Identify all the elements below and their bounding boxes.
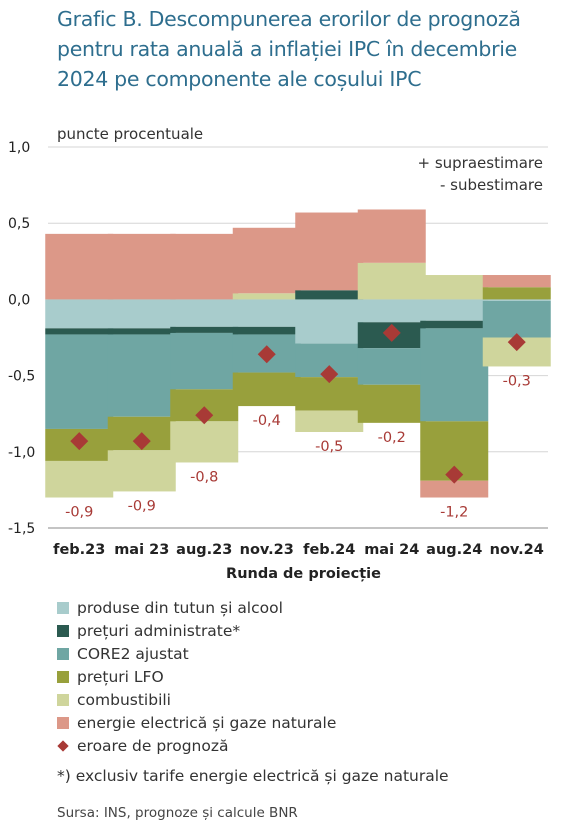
bar-segment bbox=[420, 275, 489, 300]
bar-segment bbox=[232, 326, 301, 335]
note-underestimate: - subestimare bbox=[440, 176, 543, 194]
x-tick-label: aug.23 bbox=[176, 542, 232, 558]
error-data-label: -0,8 bbox=[190, 469, 218, 485]
error-data-label: -1,2 bbox=[440, 505, 468, 521]
bar-segment bbox=[45, 233, 114, 300]
legend-swatch bbox=[57, 670, 69, 683]
error-marker bbox=[382, 323, 401, 342]
error-data-label: -0,9 bbox=[128, 498, 156, 514]
bar-segment bbox=[357, 209, 426, 263]
bar-segment bbox=[170, 332, 239, 390]
bar-segment bbox=[107, 450, 176, 492]
bar-segment bbox=[170, 299, 239, 327]
bar-segment bbox=[232, 299, 301, 327]
bar-segment bbox=[45, 299, 114, 329]
bar-segment bbox=[107, 328, 176, 335]
error-marker bbox=[195, 406, 214, 425]
legend-item: prețuri LFO bbox=[57, 665, 336, 688]
error-data-label: -0,5 bbox=[315, 439, 343, 455]
note-overestimate: + supraestimare bbox=[417, 154, 543, 172]
legend-item: combustibili bbox=[57, 688, 336, 711]
bar-segment bbox=[482, 287, 551, 300]
chart-title: Grafic B. Descompunerea erorilor de prog… bbox=[57, 7, 521, 91]
bar-segment bbox=[420, 299, 489, 321]
bar-segment bbox=[482, 299, 551, 301]
x-tick-label: nov.24 bbox=[490, 542, 544, 558]
x-tick-label: feb.24 bbox=[303, 542, 355, 558]
x-tick-label: feb.23 bbox=[53, 542, 105, 558]
bar-segment bbox=[420, 328, 489, 422]
bar-segment bbox=[482, 300, 551, 338]
x-tick-label: aug.24 bbox=[426, 542, 482, 558]
legend-label: eroare de prognoză bbox=[77, 736, 229, 755]
bar-segment bbox=[295, 212, 364, 291]
bar-segment bbox=[295, 290, 364, 300]
error-marker bbox=[70, 432, 89, 451]
y-tick-label: -1,5 bbox=[8, 521, 35, 537]
bar-segment bbox=[170, 233, 239, 300]
y-tick-label: 1,0 bbox=[8, 140, 30, 156]
bar-segment bbox=[107, 334, 176, 417]
bar-segment bbox=[107, 233, 176, 300]
legend-label: energie electrică și gaze naturale bbox=[77, 713, 337, 732]
y-tick-label: -0,5 bbox=[8, 369, 35, 385]
x-axis-title: Runda de proiecție bbox=[226, 566, 381, 582]
y-tick-label: 0,5 bbox=[8, 216, 30, 232]
footnote: *) exclusiv tarife energie electrică și … bbox=[57, 767, 449, 785]
stacked-bar-chart: 1,0 0,5 0,0 -0,5 -1,0 -1,5 feb.23 -0,9 mai 23 -0,… bbox=[8, 140, 551, 558]
sign-note: + supraestimare - subestimare bbox=[417, 152, 543, 196]
legend-label: prețuri administrate* bbox=[77, 621, 241, 640]
error-marker bbox=[257, 345, 276, 364]
error-marker bbox=[507, 333, 526, 352]
bar-segment bbox=[170, 326, 239, 333]
bar-segment bbox=[295, 299, 364, 344]
legend-swatch bbox=[57, 601, 69, 614]
legend-label: prețuri LFO bbox=[77, 667, 164, 686]
bar-segment bbox=[357, 299, 426, 323]
bar-segment bbox=[420, 480, 489, 498]
error-marker bbox=[320, 365, 339, 384]
legend-item: CORE2 ajustat bbox=[57, 642, 336, 665]
error-data-label: -0,9 bbox=[65, 505, 93, 521]
y-tick-label: 0,0 bbox=[8, 292, 30, 308]
x-tick-label: mai 23 bbox=[114, 542, 169, 558]
error-marker bbox=[132, 432, 151, 451]
legend-item: prețuri administrate* bbox=[57, 619, 336, 642]
bar-segment bbox=[482, 275, 551, 288]
legend-item: energie electrică și gaze naturale bbox=[57, 711, 336, 734]
bar-segment bbox=[232, 293, 301, 300]
legend-item: eroare de prognoză bbox=[57, 734, 336, 757]
error-data-label: -0,3 bbox=[503, 373, 531, 389]
legend-diamond-icon bbox=[57, 739, 69, 752]
y-tick-label: -1,0 bbox=[8, 445, 35, 461]
bar-segment bbox=[420, 320, 489, 329]
x-tick-label: mai 24 bbox=[364, 542, 419, 558]
bar-segment bbox=[232, 372, 301, 407]
bar-segment bbox=[45, 328, 114, 335]
bar-segment bbox=[107, 299, 176, 329]
legend-item: produse din tutun și alcool bbox=[57, 596, 336, 619]
bar-segment bbox=[357, 262, 426, 300]
legend-swatch bbox=[57, 716, 69, 729]
y-axis-unit-label: puncte procentuale bbox=[57, 125, 204, 143]
bar-segment bbox=[45, 460, 114, 498]
error-data-label: -0,2 bbox=[378, 430, 406, 446]
legend-label: combustibili bbox=[77, 690, 171, 709]
legend-label: CORE2 ajustat bbox=[77, 644, 189, 663]
error-data-label: -0,4 bbox=[253, 413, 281, 429]
bar-segment bbox=[170, 421, 239, 463]
bar-segment bbox=[232, 227, 301, 294]
bar-segment bbox=[45, 334, 114, 429]
legend-swatch bbox=[57, 693, 69, 706]
legend: produse din tutun și alcool prețuri admin… bbox=[57, 596, 336, 757]
source-note: Sursa: INS, prognoze și calcule BNR bbox=[57, 805, 298, 821]
bar-segment bbox=[357, 348, 426, 385]
legend-label: produse din tutun și alcool bbox=[77, 598, 283, 617]
bar-segment bbox=[295, 410, 364, 432]
bar-segment bbox=[357, 384, 426, 423]
legend-swatch bbox=[57, 647, 69, 660]
x-tick-label: nov.23 bbox=[240, 542, 294, 558]
error-marker bbox=[445, 465, 464, 484]
legend-swatch bbox=[57, 624, 69, 637]
